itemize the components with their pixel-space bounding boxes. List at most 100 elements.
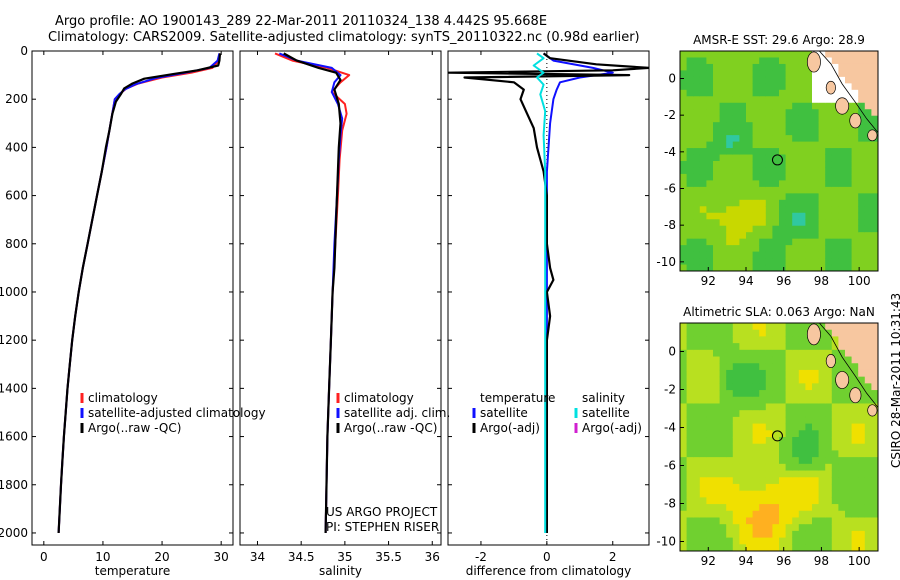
map-cell <box>686 238 694 246</box>
map-cell <box>759 76 767 84</box>
map-cell <box>765 343 773 351</box>
map-cell <box>680 497 688 505</box>
map-cell <box>699 356 707 364</box>
map-cell <box>765 63 773 71</box>
map-cell <box>805 544 813 551</box>
map-cell <box>825 63 833 71</box>
map-cell <box>732 96 740 104</box>
x-tick-label: -2 <box>475 550 487 564</box>
map-cell <box>825 443 833 451</box>
map-cell <box>871 329 878 337</box>
map-cell <box>680 437 688 445</box>
map-cell <box>759 510 767 518</box>
map-cell <box>838 76 846 84</box>
map-cell <box>680 57 688 65</box>
map-cell <box>864 477 872 485</box>
map-cell <box>864 154 872 162</box>
map-cell <box>864 141 872 149</box>
map-cell <box>759 450 767 458</box>
map-cell <box>858 497 866 505</box>
map-cell <box>746 369 754 378</box>
map-cell <box>699 122 707 130</box>
map-cell <box>779 497 787 505</box>
map-cell <box>693 497 701 505</box>
map-cell <box>818 504 826 512</box>
map-cell <box>726 363 734 371</box>
map-cell <box>825 517 833 525</box>
map-cell <box>693 154 701 162</box>
map-cell <box>858 219 866 227</box>
map-cell <box>831 225 839 233</box>
map-cell <box>851 530 859 539</box>
map-cell <box>746 219 754 227</box>
map-cell <box>812 430 820 438</box>
map-cell <box>693 63 701 71</box>
map-cell <box>805 349 813 358</box>
map-cell <box>818 423 826 431</box>
map-cell <box>864 219 872 227</box>
map-cell <box>746 186 754 194</box>
map-cell <box>772 232 780 240</box>
map-cell <box>818 206 826 214</box>
map-cell <box>765 109 773 117</box>
map-cell <box>864 206 872 214</box>
map-cell <box>792 63 800 71</box>
series-line <box>57 53 222 534</box>
map-cell <box>779 70 787 78</box>
map-cell <box>693 264 701 271</box>
y-tick-label: 1400 <box>0 381 28 395</box>
map-cell <box>864 443 872 451</box>
map-cell <box>779 437 787 445</box>
map-cell <box>765 463 773 472</box>
map-cell <box>732 51 740 58</box>
map-cell <box>845 212 853 220</box>
map-cell <box>845 403 853 411</box>
map-cell <box>851 457 859 465</box>
map-cell <box>871 323 878 331</box>
map-cell <box>752 89 760 97</box>
map-cell <box>871 96 878 104</box>
map-cell <box>772 167 780 175</box>
map-cell <box>772 410 780 418</box>
map-cell <box>785 186 793 194</box>
map-cell <box>772 193 780 201</box>
map-cell <box>759 96 767 104</box>
y-tick-label: -8 <box>664 218 676 232</box>
map-cell <box>779 63 787 71</box>
map-cell <box>713 517 721 525</box>
map-cell <box>825 510 833 518</box>
map-cell <box>752 83 760 91</box>
map-cell <box>726 154 734 162</box>
map-cell <box>851 430 859 438</box>
map-cell <box>765 70 773 78</box>
map-cell <box>772 122 780 130</box>
map-cell <box>732 258 740 266</box>
map-cell <box>818 135 826 143</box>
map-cell <box>752 70 760 78</box>
map-cell <box>772 51 780 58</box>
map-cell <box>680 390 688 398</box>
map-cell <box>746 135 754 143</box>
map-cell <box>871 504 878 512</box>
map-cell <box>693 416 701 425</box>
map-cell <box>798 490 806 498</box>
map-cell <box>772 225 780 233</box>
map-cell <box>831 530 839 539</box>
map-cell <box>864 199 872 207</box>
map-cell <box>693 51 701 58</box>
map-cell <box>693 232 701 240</box>
map-cell <box>785 57 793 65</box>
map-cell <box>838 349 846 358</box>
map-cell <box>871 416 878 425</box>
map-cell <box>699 323 707 331</box>
map-cell <box>825 369 833 378</box>
map-cell <box>693 193 701 201</box>
map-cell <box>818 530 826 539</box>
map-cell <box>818 463 826 472</box>
map-cell <box>746 363 754 371</box>
map-cell <box>825 135 833 143</box>
map-cell <box>805 161 813 168</box>
map-cell <box>719 363 727 371</box>
x-tick-label: 34 <box>250 550 265 564</box>
map-cell <box>739 524 747 532</box>
